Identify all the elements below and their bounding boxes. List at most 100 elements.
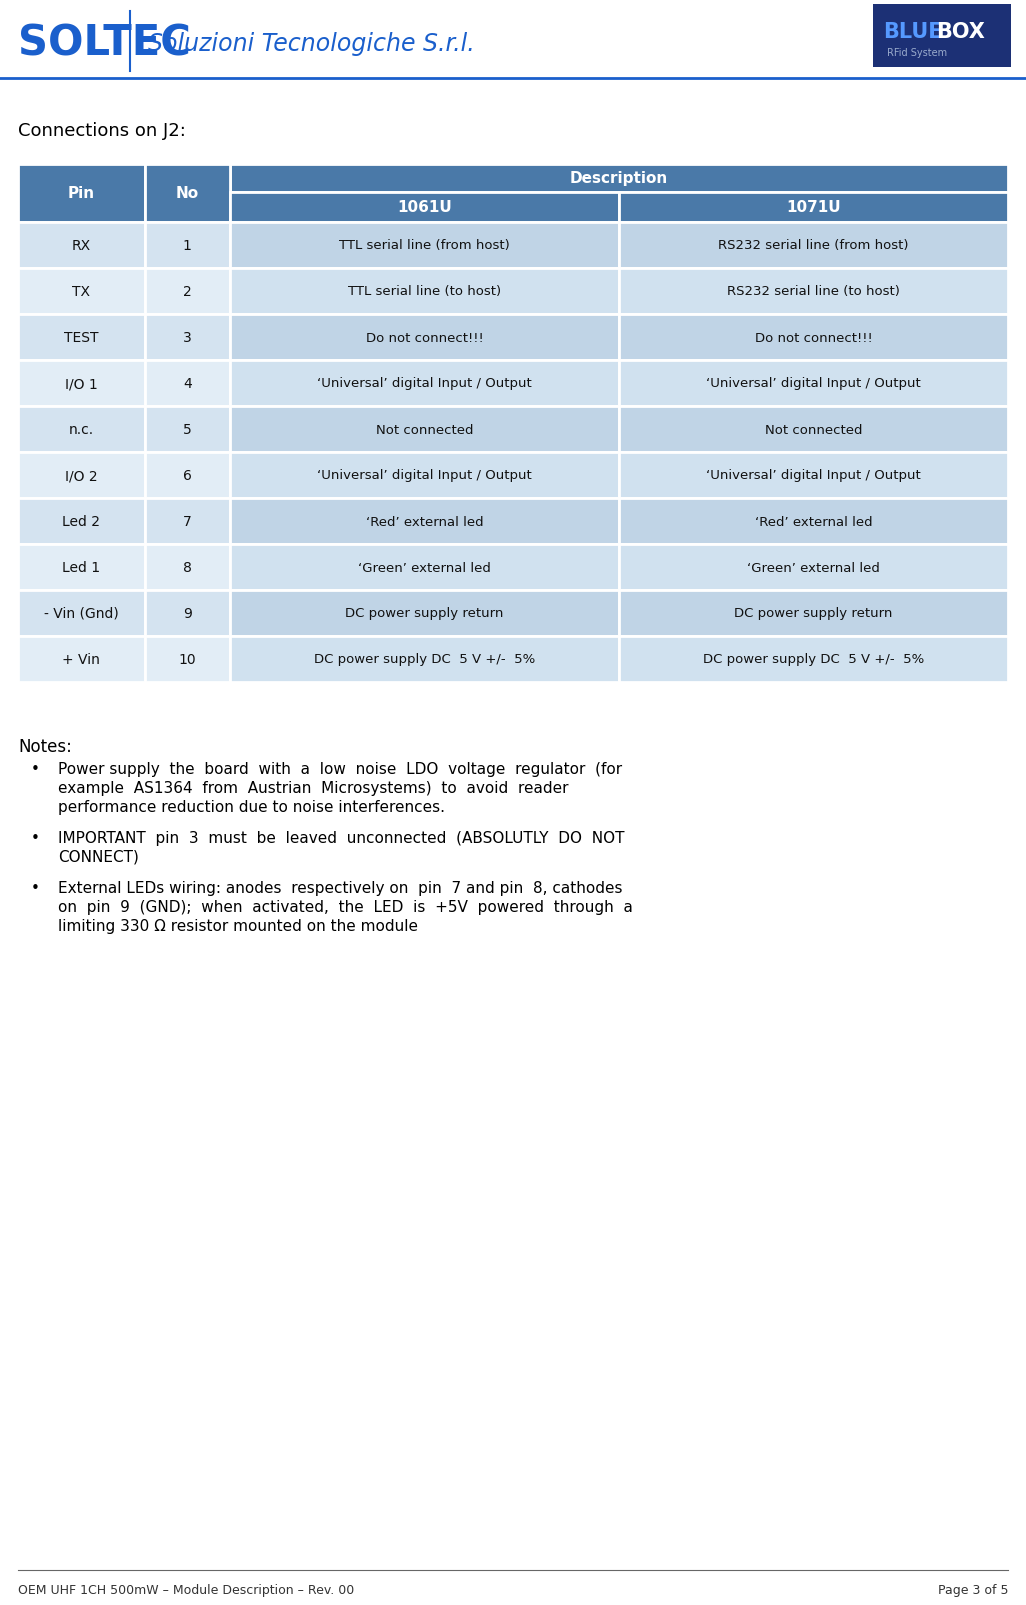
Text: RFid System: RFid System [887,48,947,58]
Bar [145,165,230,223]
Bar [18,268,145,315]
Text: ‘Red’ external led: ‘Red’ external led [755,515,872,528]
Text: Description: Description [569,172,668,186]
Text: CONNECT): CONNECT) [58,849,139,865]
Text: ‘Red’ external led: ‘Red’ external led [365,515,483,528]
Text: 1061U: 1061U [397,201,451,215]
Text: ‘Universal’ digital Input / Output: ‘Universal’ digital Input / Output [706,377,921,390]
Text: BOX: BOX [936,22,985,42]
Bar [145,544,230,591]
Text: 9: 9 [183,607,192,621]
Bar [18,591,145,637]
Bar [873,5,1011,67]
Text: 5: 5 [183,422,192,437]
Text: performance reduction due to noise interferences.: performance reduction due to noise inter… [58,799,445,814]
Text: ‘Universal’ digital Input / Output: ‘Universal’ digital Input / Output [317,377,531,390]
Text: DC power supply return: DC power supply return [345,607,504,620]
Text: IMPORTANT  pin  3  must  be  leaved  unconnected  (ABSOLUTLY  DO  NOT: IMPORTANT pin 3 must be leaved unconnect… [58,830,625,846]
Bar [619,315,1008,361]
Bar [18,361,145,406]
Text: I/O 2: I/O 2 [65,469,97,483]
Bar [145,453,230,499]
Bar [18,165,145,223]
Text: OEM UHF 1CH 500mW – Module Description – Rev. 00: OEM UHF 1CH 500mW – Module Description –… [18,1584,354,1597]
Text: 1071U: 1071U [786,201,840,215]
Bar [145,361,230,406]
Text: •: • [31,761,39,777]
Bar [619,591,1008,637]
Text: I/O 1: I/O 1 [65,377,97,390]
Bar [145,268,230,315]
Bar [18,315,145,361]
Text: TTL serial line (to host): TTL serial line (to host) [348,286,501,299]
Text: •: • [31,881,39,896]
Bar [145,499,230,544]
Text: TX: TX [73,284,90,299]
Text: TEST: TEST [64,331,98,345]
Text: RS232 serial line (to host): RS232 serial line (to host) [727,286,900,299]
Text: Do not connect!!!: Do not connect!!! [754,331,872,345]
Text: ‘Universal’ digital Input / Output: ‘Universal’ digital Input / Output [706,469,921,482]
Bar [619,406,1008,453]
Bar [230,315,619,361]
Bar [18,223,145,268]
Bar [18,499,145,544]
Bar [145,406,230,453]
Bar [18,637,145,682]
Bar [230,453,619,499]
Text: •: • [31,830,39,846]
Bar [18,453,145,499]
Text: ‘Universal’ digital Input / Output: ‘Universal’ digital Input / Output [317,469,531,482]
Text: ‘Green’ external led: ‘Green’ external led [358,562,490,575]
Text: Notes:: Notes: [18,738,72,756]
Bar [619,499,1008,544]
Bar [145,315,230,361]
Text: DC power supply DC  5 V +/-  5%: DC power supply DC 5 V +/- 5% [703,653,924,666]
Bar [230,499,619,544]
Text: n.c.: n.c. [69,422,94,437]
Text: example  AS1364  from  Austrian  Microsystems)  to  avoid  reader: example AS1364 from Austrian Microsystem… [58,780,568,796]
Text: 10: 10 [179,653,196,666]
Text: 1: 1 [183,239,192,254]
Text: on  pin  9  (GND);  when  activated,  the  LED  is  +5V  powered  through  a: on pin 9 (GND); when activated, the LED … [58,899,633,915]
Text: Led 1: Led 1 [63,560,101,575]
Text: Power supply  the  board  with  a  low  noise  LDO  voltage  regulator  (for: Power supply the board with a low noise … [58,761,622,777]
Bar [619,268,1008,315]
Text: limiting 330 Ω resistor mounted on the module: limiting 330 Ω resistor mounted on the m… [58,918,418,934]
Bar [619,193,1008,223]
Bar [18,544,145,591]
Text: DC power supply return: DC power supply return [735,607,893,620]
Text: External LEDs wiring: anodes  respectively on  pin  7 and pin  8, cathodes: External LEDs wiring: anodes respectivel… [58,881,623,896]
Text: Not connected: Not connected [376,424,473,437]
Bar [230,406,619,453]
Text: DC power supply DC  5 V +/-  5%: DC power supply DC 5 V +/- 5% [314,653,535,666]
Bar [619,361,1008,406]
Text: Led 2: Led 2 [63,515,101,528]
Text: RX: RX [72,239,91,254]
Text: Soluzioni Tecnologiche S.r.l.: Soluzioni Tecnologiche S.r.l. [148,32,475,56]
Text: TTL serial line (from host): TTL serial line (from host) [339,239,510,252]
Bar [230,193,619,223]
Text: Do not connect!!!: Do not connect!!! [365,331,483,345]
Bar [18,406,145,453]
Bar [619,223,1008,268]
Text: ‘Green’ external led: ‘Green’ external led [747,562,880,575]
Bar [619,453,1008,499]
Text: 8: 8 [183,560,192,575]
Bar [619,637,1008,682]
Bar [230,361,619,406]
Bar [145,223,230,268]
Text: Not connected: Not connected [764,424,862,437]
Text: - Vin (Gnd): - Vin (Gnd) [44,607,119,621]
Bar [230,223,619,268]
Text: 3: 3 [183,331,192,345]
Text: Pin: Pin [68,186,95,201]
Bar [145,637,230,682]
Bar [230,637,619,682]
Bar [230,544,619,591]
Text: 4: 4 [183,377,192,390]
Bar [619,544,1008,591]
Bar [230,165,1008,193]
Text: BLUE: BLUE [883,22,943,42]
Text: Page 3 of 5: Page 3 of 5 [938,1584,1008,1597]
